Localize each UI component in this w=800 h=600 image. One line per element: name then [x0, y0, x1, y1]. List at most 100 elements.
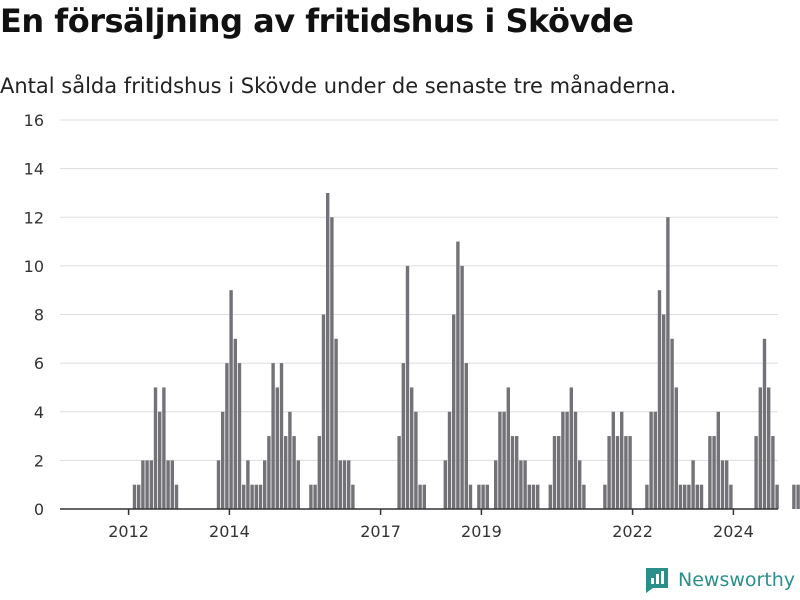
- bar: [691, 460, 695, 509]
- bar: [762, 338, 767, 509]
- bar: [347, 460, 351, 509]
- bar: [611, 411, 615, 509]
- bar: [502, 411, 506, 509]
- chart-subtitle: Antal sålda fritidshus i Skövde under de…: [0, 74, 677, 98]
- bar: [767, 387, 771, 509]
- x-tick-label: 2019: [461, 522, 502, 540]
- bar: [510, 436, 515, 509]
- x-tick-label: 2017: [360, 522, 401, 540]
- bar: [279, 363, 284, 509]
- bar: [569, 387, 573, 509]
- bar: [674, 387, 678, 509]
- bar: [242, 484, 246, 509]
- bar: [321, 314, 326, 509]
- bar: [498, 411, 502, 509]
- bar: [468, 484, 473, 509]
- y-tick-label: 14: [24, 160, 44, 179]
- bar-chart: 02468101214161201220142017201920222024: [24, 111, 800, 540]
- bar: [132, 484, 137, 509]
- bar: [460, 265, 464, 509]
- bar: [145, 460, 149, 509]
- bar: [153, 387, 158, 509]
- bar: [729, 484, 733, 509]
- bar: [775, 484, 779, 509]
- bar: [620, 411, 624, 509]
- bar: [149, 460, 153, 509]
- bar: [687, 484, 691, 509]
- bar: [296, 460, 300, 509]
- y-tick-label: 8: [34, 306, 44, 325]
- bar: [233, 338, 237, 509]
- bar: [254, 484, 258, 509]
- bar: [536, 484, 540, 509]
- bar: [662, 314, 666, 509]
- bar: [225, 363, 229, 509]
- bar: [330, 217, 334, 509]
- bar: [565, 411, 569, 509]
- bar: [410, 387, 414, 509]
- bar: [292, 436, 296, 509]
- bar: [678, 484, 683, 509]
- bar: [582, 484, 586, 509]
- bar: [166, 460, 170, 509]
- y-tick-label: 16: [24, 111, 44, 130]
- bar: [170, 460, 174, 509]
- bar: [422, 484, 426, 509]
- bar: [607, 436, 611, 509]
- bar: [456, 241, 460, 509]
- bar: [523, 460, 527, 509]
- x-tick-label: 2014: [209, 522, 250, 540]
- newsworthy-logo: Newsworthy: [644, 566, 795, 594]
- bar: [485, 484, 489, 509]
- y-tick-label: 12: [24, 208, 44, 227]
- x-tick-label: 2012: [108, 522, 149, 540]
- bar: [628, 436, 632, 509]
- bar: [258, 484, 263, 509]
- bar: [796, 484, 800, 509]
- bar: [649, 411, 653, 509]
- bar: [443, 460, 447, 509]
- bar: [464, 363, 468, 509]
- bar: [137, 484, 141, 509]
- bar: [531, 484, 536, 509]
- x-tick-label: 2022: [612, 522, 653, 540]
- bar: [334, 338, 338, 509]
- bar: [250, 484, 254, 509]
- bar: [237, 363, 242, 509]
- bar: [216, 460, 221, 509]
- bar: [695, 484, 699, 509]
- bar: [578, 460, 582, 509]
- y-tick-label: 10: [24, 257, 44, 276]
- bar: [275, 387, 279, 509]
- bar: [271, 363, 275, 509]
- newsworthy-icon: [646, 568, 668, 593]
- bar: [624, 436, 628, 509]
- bar: [284, 436, 288, 509]
- bar: [162, 387, 166, 509]
- bar: [666, 217, 670, 509]
- bar: [515, 436, 519, 509]
- bar: [267, 436, 271, 509]
- bar: [548, 484, 552, 509]
- bar: [653, 411, 657, 509]
- bar: [771, 436, 775, 509]
- bar: [716, 411, 720, 509]
- bar: [317, 436, 321, 509]
- bar: [758, 387, 762, 509]
- bar: [351, 484, 355, 509]
- bar: [326, 192, 330, 509]
- bar: [477, 484, 481, 509]
- x-tick-label: 2024: [713, 522, 754, 540]
- bar: [657, 290, 662, 509]
- bar: [229, 290, 233, 509]
- bar: [452, 314, 456, 509]
- bar: [561, 411, 565, 509]
- bar: [174, 484, 179, 509]
- y-tick-label: 0: [34, 500, 44, 519]
- bar: [447, 411, 452, 509]
- bar: [603, 484, 607, 509]
- bar: [158, 411, 162, 509]
- bar: [699, 484, 704, 509]
- bar: [712, 436, 716, 509]
- bar: [313, 484, 317, 509]
